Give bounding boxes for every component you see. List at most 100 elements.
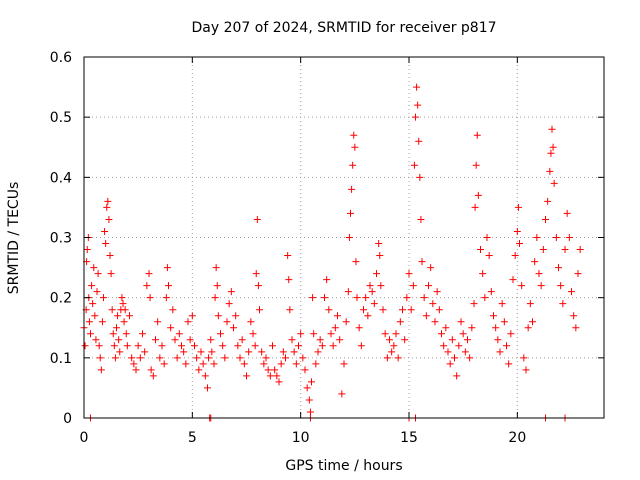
data-point bbox=[407, 306, 415, 314]
data-point bbox=[103, 203, 111, 211]
data-point bbox=[344, 288, 352, 296]
data-point bbox=[370, 300, 378, 308]
y-tick-label: 0.1 bbox=[50, 351, 72, 367]
data-point bbox=[422, 312, 430, 320]
data-point bbox=[409, 282, 417, 290]
data-point bbox=[96, 354, 104, 362]
data-point bbox=[381, 330, 389, 338]
data-point bbox=[290, 348, 298, 356]
data-point bbox=[245, 348, 253, 356]
data-point bbox=[350, 131, 358, 139]
data-point bbox=[520, 354, 528, 362]
data-point bbox=[139, 330, 146, 338]
data-point bbox=[146, 294, 154, 302]
data-point bbox=[473, 131, 481, 139]
data-point bbox=[327, 330, 335, 338]
data-point bbox=[309, 294, 317, 302]
data-point bbox=[459, 330, 467, 338]
data-point bbox=[568, 288, 575, 296]
data-point bbox=[555, 264, 562, 272]
data-point bbox=[485, 252, 493, 260]
data-point bbox=[576, 246, 584, 254]
data-point bbox=[269, 342, 276, 350]
data-point bbox=[101, 227, 109, 235]
data-point bbox=[258, 348, 266, 356]
x-axis: 0 5 10 15 20 bbox=[80, 57, 526, 446]
data-point bbox=[492, 324, 500, 332]
data-point bbox=[524, 324, 532, 332]
data-point bbox=[247, 318, 255, 326]
data-point bbox=[92, 336, 100, 344]
data-point bbox=[466, 354, 474, 362]
data-point bbox=[373, 270, 380, 278]
data-point bbox=[544, 197, 552, 205]
y-tick-label: 0.5 bbox=[50, 110, 72, 126]
data-point bbox=[561, 246, 569, 254]
data-point bbox=[351, 143, 359, 151]
data-point bbox=[516, 240, 523, 248]
data-point bbox=[301, 366, 309, 374]
data-point bbox=[201, 372, 209, 380]
data-point bbox=[108, 306, 116, 314]
data-point bbox=[355, 324, 363, 332]
data-point bbox=[550, 179, 558, 187]
data-point bbox=[120, 318, 128, 326]
data-point bbox=[572, 324, 580, 332]
data-point bbox=[412, 113, 419, 121]
data-point bbox=[91, 312, 99, 320]
data-point bbox=[336, 336, 344, 344]
data-point bbox=[345, 234, 353, 241]
data-point bbox=[93, 288, 101, 296]
data-point bbox=[574, 270, 582, 278]
chart-title: Day 207 of 2024, SRMTID for receiver p81… bbox=[191, 20, 496, 36]
data-point bbox=[223, 318, 231, 326]
data-point bbox=[90, 264, 98, 272]
data-point bbox=[195, 366, 203, 374]
data-point bbox=[377, 282, 385, 290]
data-point bbox=[526, 300, 534, 308]
x-axis-title: GPS time / hours bbox=[285, 458, 402, 474]
data-point bbox=[314, 348, 322, 356]
data-point bbox=[468, 324, 476, 332]
data-point bbox=[338, 390, 346, 398]
data-point bbox=[253, 215, 261, 223]
data-point bbox=[386, 336, 393, 344]
data-point bbox=[116, 348, 124, 356]
data-point bbox=[477, 246, 484, 254]
data-point bbox=[433, 288, 441, 296]
data-point bbox=[394, 354, 402, 362]
data-point bbox=[152, 336, 159, 344]
data-point bbox=[111, 354, 119, 362]
data-point bbox=[549, 143, 557, 151]
data-point bbox=[500, 318, 508, 326]
data-point bbox=[199, 360, 207, 368]
x-tick-label: 0 bbox=[80, 430, 89, 446]
data-point bbox=[105, 215, 113, 223]
data-point bbox=[401, 336, 409, 344]
data-point bbox=[132, 366, 140, 374]
data-point bbox=[535, 270, 543, 278]
data-point bbox=[297, 330, 305, 338]
data-point bbox=[123, 342, 131, 350]
data-point bbox=[143, 282, 151, 290]
data-point bbox=[353, 294, 361, 302]
data-point bbox=[234, 342, 242, 350]
data-point bbox=[88, 282, 96, 290]
data-point bbox=[464, 336, 471, 344]
data-point bbox=[89, 300, 97, 308]
data-point bbox=[121, 306, 129, 314]
data-point bbox=[130, 360, 138, 368]
data-point bbox=[507, 330, 515, 338]
data-point bbox=[134, 342, 142, 350]
data-point bbox=[559, 300, 567, 308]
data-point bbox=[511, 252, 519, 260]
data-point bbox=[414, 101, 422, 109]
data-point bbox=[474, 191, 482, 199]
data-point bbox=[95, 342, 103, 350]
data-point bbox=[316, 336, 324, 344]
data-point bbox=[442, 324, 450, 332]
data-point bbox=[97, 366, 105, 374]
data-point bbox=[379, 306, 387, 314]
data-point bbox=[277, 360, 285, 368]
data-point bbox=[175, 330, 183, 338]
